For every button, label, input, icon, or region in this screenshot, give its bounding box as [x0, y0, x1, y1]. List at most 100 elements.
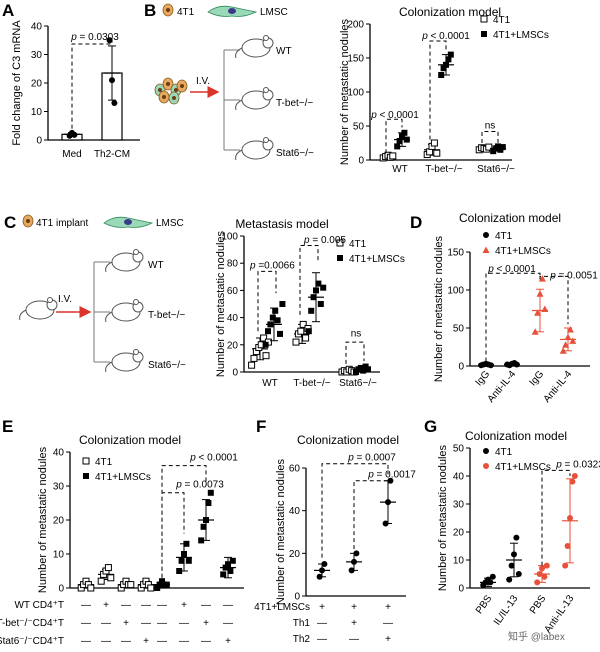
- panel-c-bracket-stat6: [345, 341, 365, 364]
- panel-c-implant-label: 4T1 implant: [36, 218, 88, 229]
- panel-e-row-sign: —: [179, 636, 189, 647]
- panel-g-point: [515, 571, 522, 577]
- panel-b-x-tick-label: Stat6−/−: [477, 164, 515, 175]
- panel-c-branch-lines: [93, 261, 110, 363]
- panel-f-y-tick-label: 0: [294, 592, 300, 603]
- panel-f-row-sign: —: [317, 618, 327, 629]
- panel-e-row-sign: +: [181, 600, 187, 611]
- panel-b-point: [396, 137, 403, 144]
- panel-b-mouse-2-mouse-tail: [235, 149, 243, 161]
- panel-g-point: [562, 562, 569, 569]
- panel-e-row-sign: —: [223, 618, 233, 629]
- panel-e-y-tick-label: 0: [58, 584, 64, 595]
- panel-d-point: [562, 341, 570, 348]
- panel-c-point: [297, 327, 305, 335]
- panel-b-branch-lines: [223, 49, 240, 151]
- panel-e-legend-marker: [82, 457, 90, 465]
- watermark: 知乎 @labex: [508, 630, 565, 643]
- panel-b-legend-label: 4T1: [493, 15, 511, 26]
- panel-c-point: [269, 314, 276, 321]
- panel-c-x-tick-label: Stat6−/−: [339, 378, 377, 389]
- panel-e-row-sign: —: [141, 600, 151, 611]
- panel-e-row-sign: +: [225, 636, 231, 647]
- panel-d-point: [559, 347, 567, 354]
- panel-f-row-sign: +: [385, 634, 391, 645]
- panel-f-p-value-1: p = 0.0007: [347, 453, 396, 464]
- panel-c-point: [250, 354, 258, 362]
- panel-b-point: [403, 136, 410, 143]
- panel-b-point: [438, 72, 445, 78]
- panel-e: Colonization model 0 10 20 30 40 Number of met…: [0, 433, 244, 647]
- panel-d-point: [538, 275, 546, 282]
- panel-d-point: [536, 290, 544, 297]
- panel-c-point: [310, 294, 317, 301]
- panel-e-point: [154, 585, 161, 591]
- panel-e-row-sign: +: [103, 600, 109, 611]
- panel-g-point: [511, 551, 517, 558]
- panel-e-point: [225, 561, 231, 568]
- panel-c-mouse-0-mouse-tail: [105, 261, 113, 273]
- panel-f-point: [319, 567, 325, 574]
- panel-d-point: [566, 326, 574, 333]
- panel-g-legend-label: 4T1: [495, 447, 513, 458]
- panel-a-x-tick-label: Th2-CM: [94, 149, 130, 160]
- panel-b-cluster-nucleus: [172, 96, 176, 100]
- panel-e-point: [222, 564, 229, 571]
- panel-c-y-tick-label: 20: [227, 340, 239, 351]
- panel-e-row-sign: —: [223, 600, 233, 611]
- panel-d-point: [569, 337, 577, 344]
- panel-e-point: [104, 564, 112, 572]
- panel-a-y-tick-label: 30: [31, 50, 43, 61]
- panel-b-legend-marker: [480, 15, 488, 23]
- panel-g-legend-marker: [483, 448, 489, 454]
- panel-b-x-tick-label: T-bet−/−: [425, 164, 462, 175]
- panel-e-bracket-2: [161, 492, 185, 578]
- panel-g-point: [534, 579, 541, 586]
- panel-b-x-tick-label: WT: [392, 164, 408, 175]
- panel-d-p-value-1: p < 0.0001: [487, 264, 536, 275]
- panel-f-row-sign: +: [319, 602, 325, 613]
- panel-e-point: [185, 557, 192, 564]
- panel-c-point: [315, 280, 322, 287]
- panel-e-y-tick-label: 30: [53, 482, 65, 493]
- panel-g-x-tick-label: IL/IL-13: [492, 593, 521, 627]
- panel-e-row-sign: +: [123, 618, 129, 629]
- panel-label-c: C: [4, 213, 16, 232]
- panel-d-legend-marker: [482, 246, 490, 253]
- panel-g-point: [567, 515, 573, 521]
- panel-f-row-label: 4T1+LMSCs: [254, 602, 310, 613]
- panel-c-point: [260, 334, 268, 342]
- panel-d-y-tick-label: 100: [447, 286, 464, 297]
- panel-g-point: [487, 579, 494, 586]
- panel-d-x-tick-label: IgG: [474, 369, 493, 389]
- panel-d-x-tick-label: Anti-IL-4: [542, 369, 575, 405]
- panel-e-row-sign: —: [141, 618, 151, 629]
- panel-b-mouse-1-mouse-ear: [263, 87, 269, 93]
- panel-e-point: [178, 557, 185, 564]
- panel-b-mouse-0-mouse-ear: [263, 35, 269, 41]
- panel-c-point: [308, 307, 315, 314]
- panel-c-legend-4t1-nucleus: [26, 219, 30, 223]
- panel-c-point: [267, 321, 274, 328]
- panel-b-4t1-label: 4T1: [177, 7, 195, 18]
- panel-d-y-tick-label: 150: [447, 248, 464, 259]
- panel-c-donor-mouse-tail: [19, 309, 27, 321]
- panel-a-point: [111, 99, 118, 106]
- panel-d-legend-label: 4T1: [495, 231, 513, 242]
- panel-b-point: [401, 129, 408, 136]
- panel-e-point: [220, 571, 227, 578]
- panel-c-mouse-label: Stat6−/−: [148, 360, 186, 371]
- panel-b-legend-marker: [481, 31, 487, 37]
- panel-c-y-tick-label: 40: [227, 313, 239, 324]
- panel-g-point: [539, 565, 545, 572]
- panel-e-row-sign: —: [81, 618, 91, 629]
- panel-b-mouse-label: WT: [276, 46, 292, 57]
- panel-c-ns: ns: [351, 329, 362, 340]
- panel-e-row-sign: —: [101, 618, 111, 629]
- panel-a-point: [71, 131, 78, 138]
- panel-b-point: [430, 139, 438, 147]
- panel-e-point: [205, 500, 212, 506]
- panel-g-point: [543, 562, 550, 569]
- panel-f-row-label: Th2: [293, 634, 311, 645]
- panel-f-y-tick-label: 20: [289, 549, 301, 560]
